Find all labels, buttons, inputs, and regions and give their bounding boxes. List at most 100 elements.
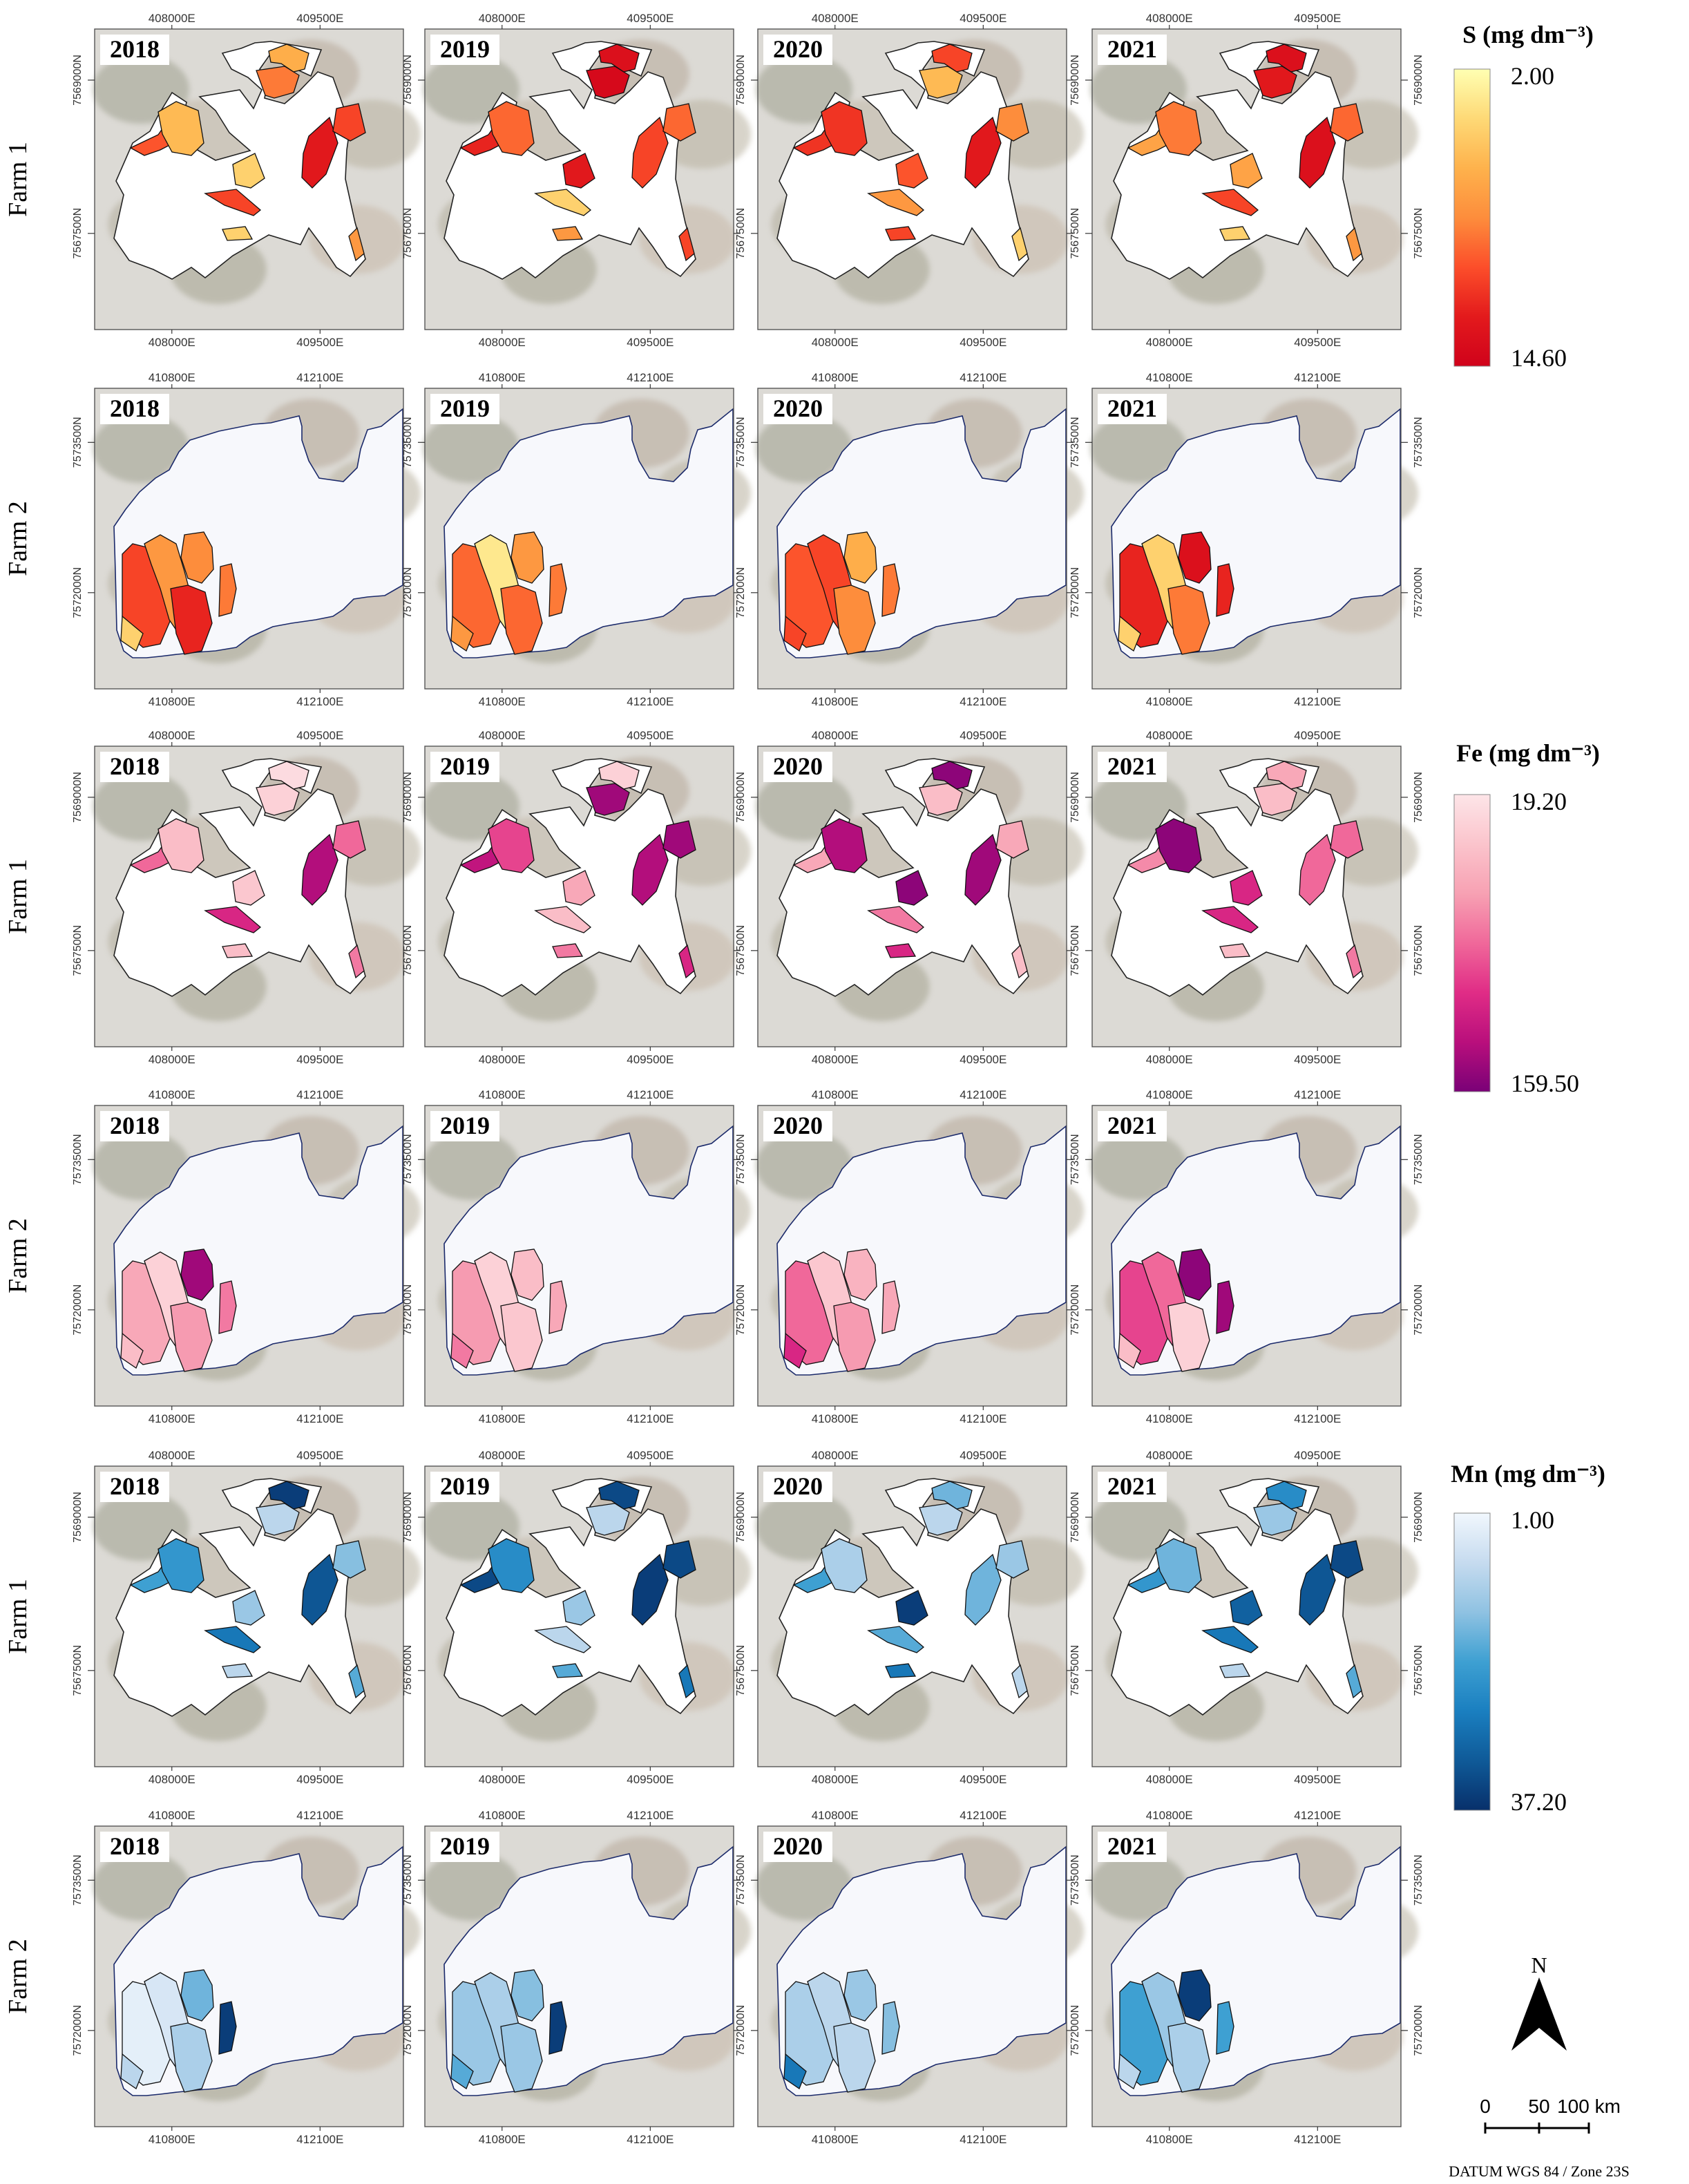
legend-color-bar: [1453, 794, 1491, 1092]
axis-tick-label-x-bottom: 410800E: [1146, 1412, 1193, 1425]
legend-Fe: Fe (mg dm⁻³) 19.20 159.50: [1453, 739, 1600, 1097]
field-polygon: [931, 44, 973, 73]
year-label-box: [1098, 35, 1167, 65]
axis-tick-label-y-left: 7573500N: [402, 417, 414, 468]
north-arrow-right: [1539, 1977, 1567, 2051]
field-polygon: [500, 1302, 543, 1372]
row-label-farm2: Farm 2: [3, 1218, 32, 1293]
field-polygon: [1011, 1664, 1028, 1699]
axis-tick-label-x-top: 409500E: [1294, 1449, 1341, 1462]
scale-bar-label: 0: [1480, 2096, 1491, 2117]
axis-tick-label-x-bottom: 410800E: [149, 695, 195, 708]
field-polygon: [548, 2001, 567, 2055]
axis-tick-label-x-bottom: 408000E: [149, 336, 195, 349]
field-polygon: [598, 761, 640, 790]
axis-tick-label-y-left: 7573500N: [72, 1134, 84, 1185]
field-polygon: [268, 44, 309, 73]
field-polygon: [1178, 1969, 1212, 2022]
field-polygon: [662, 820, 696, 859]
scale-bar-label: 50: [1528, 2096, 1549, 2117]
field-polygon: [170, 2022, 213, 2093]
map-panel-farm1-Fe-2018: 2018 408000E 408000E 409500E 409500E 7567500N…: [72, 729, 421, 1066]
axis-tick-label-x-bottom: 410800E: [812, 2133, 859, 2146]
field-polygon: [867, 189, 925, 216]
axis-tick-label-x-bottom: 412100E: [960, 695, 1006, 708]
field-polygon: [500, 585, 543, 655]
axis-tick-label-x-bottom: 408000E: [149, 1773, 195, 1786]
field-polygon: [120, 2053, 144, 2089]
axis-tick-label-x-top: 412100E: [627, 1809, 674, 1822]
field-polygon: [268, 1481, 309, 1510]
field-polygon: [931, 761, 973, 790]
field-polygon: [218, 1280, 237, 1334]
field-polygon: [510, 1969, 544, 2022]
axis-tick-label-x-top: 410800E: [1146, 1088, 1193, 1101]
field-polygon: [450, 2053, 474, 2089]
axis-tick-label-x-top: 412100E: [296, 371, 343, 384]
field-polygon: [232, 1590, 265, 1626]
field-polygon: [1167, 2022, 1210, 2093]
year-label: 2020: [773, 1472, 823, 1500]
year-label-box: [100, 1111, 169, 1141]
axis-tick-label-y-right: 7567500N: [1413, 1645, 1424, 1696]
map-panel-farm2-Mn-2021: 2021 410800E 410800E 412100E 412100E 7572000N…: [1069, 1809, 1424, 2146]
field-polygon: [120, 1332, 144, 1369]
year-label-box: [763, 1472, 832, 1502]
field-polygon: [552, 226, 584, 241]
year-label: 2019: [440, 1832, 490, 1860]
axis-tick-label-y-left: 7572000N: [735, 1284, 747, 1336]
axis-tick-label-y-left: 7573500N: [735, 417, 747, 468]
year-label-box: [430, 1111, 499, 1141]
axis-tick-label-x-bottom: 410800E: [149, 1412, 195, 1425]
axis-tick-label-x-top: 410800E: [479, 1809, 526, 1822]
axis-tick-label-x-bottom: 412100E: [627, 1412, 674, 1425]
farm-boundary: [1111, 41, 1364, 280]
field-polygon: [821, 818, 868, 873]
axis-tick-label-y-left: 7567500N: [402, 208, 414, 259]
map-panel-farm2-Fe-2018: 2018 410800E 410800E 412100E 412100E 7572000N…: [72, 1088, 421, 1425]
year-label: 2021: [1107, 1112, 1157, 1139]
scale-bar: 0 50 100 km: [1480, 2096, 1621, 2134]
panel-frame: [94, 1465, 404, 1767]
year-label-box: [1098, 1832, 1167, 1862]
axis-tick-label-x-bottom: 408000E: [812, 1053, 859, 1066]
field-polygon: [180, 1969, 214, 2022]
year-label: 2018: [110, 1112, 160, 1139]
axis-tick-label-y-right: 7572000N: [1413, 2005, 1424, 2056]
axis-tick-label-y-left: 7572000N: [1069, 567, 1081, 618]
year-label-box: [1098, 1111, 1167, 1141]
axis-tick-label-y-right: 7573500N: [1413, 417, 1424, 468]
map-panel-farm2-Fe-2020: 2020 410800E 410800E 412100E 412100E 7572000N…: [735, 1088, 1085, 1425]
year-label-box: [100, 752, 169, 782]
field-polygon: [170, 585, 213, 655]
field-polygon: [552, 1663, 584, 1678]
map-panel-farm2-S-2019: 2019 410800E 410800E 412100E 412100E 7572000N…: [402, 371, 752, 708]
field-polygon: [232, 153, 265, 189]
satellite-patch: [93, 414, 190, 483]
field-polygon: [548, 1280, 567, 1334]
field-polygon: [1266, 44, 1307, 73]
field-polygon: [843, 1969, 877, 2022]
panel-frame: [757, 388, 1067, 690]
axis-tick-label-x-bottom: 412100E: [1294, 1412, 1341, 1425]
year-label: 2018: [110, 1832, 160, 1860]
axis-tick-label-x-top: 410800E: [812, 371, 859, 384]
field-polygon: [232, 870, 265, 906]
field-polygon: [204, 189, 262, 216]
axis-tick-label-y-left: 7569000N: [735, 55, 747, 106]
panel-frame: [424, 1465, 734, 1767]
year-label: 2018: [110, 1472, 160, 1500]
satellite-patch: [756, 1131, 853, 1200]
axis-tick-label-x-bottom: 409500E: [296, 1053, 343, 1066]
axis-tick-label-y-left: 7572000N: [735, 2005, 747, 2056]
field-polygon: [931, 1481, 973, 1510]
legend-max-label: 37.20: [1511, 1788, 1567, 1816]
field-polygon: [1011, 227, 1028, 262]
year-label-box: [100, 394, 169, 424]
axis-tick-label-x-top: 408000E: [149, 1449, 195, 1462]
field-polygon: [222, 943, 254, 958]
north-label: N: [1531, 1953, 1547, 1977]
axis-tick-label-x-top: 409500E: [960, 1449, 1006, 1462]
field-polygon: [964, 833, 1002, 906]
field-polygon: [332, 1540, 366, 1579]
